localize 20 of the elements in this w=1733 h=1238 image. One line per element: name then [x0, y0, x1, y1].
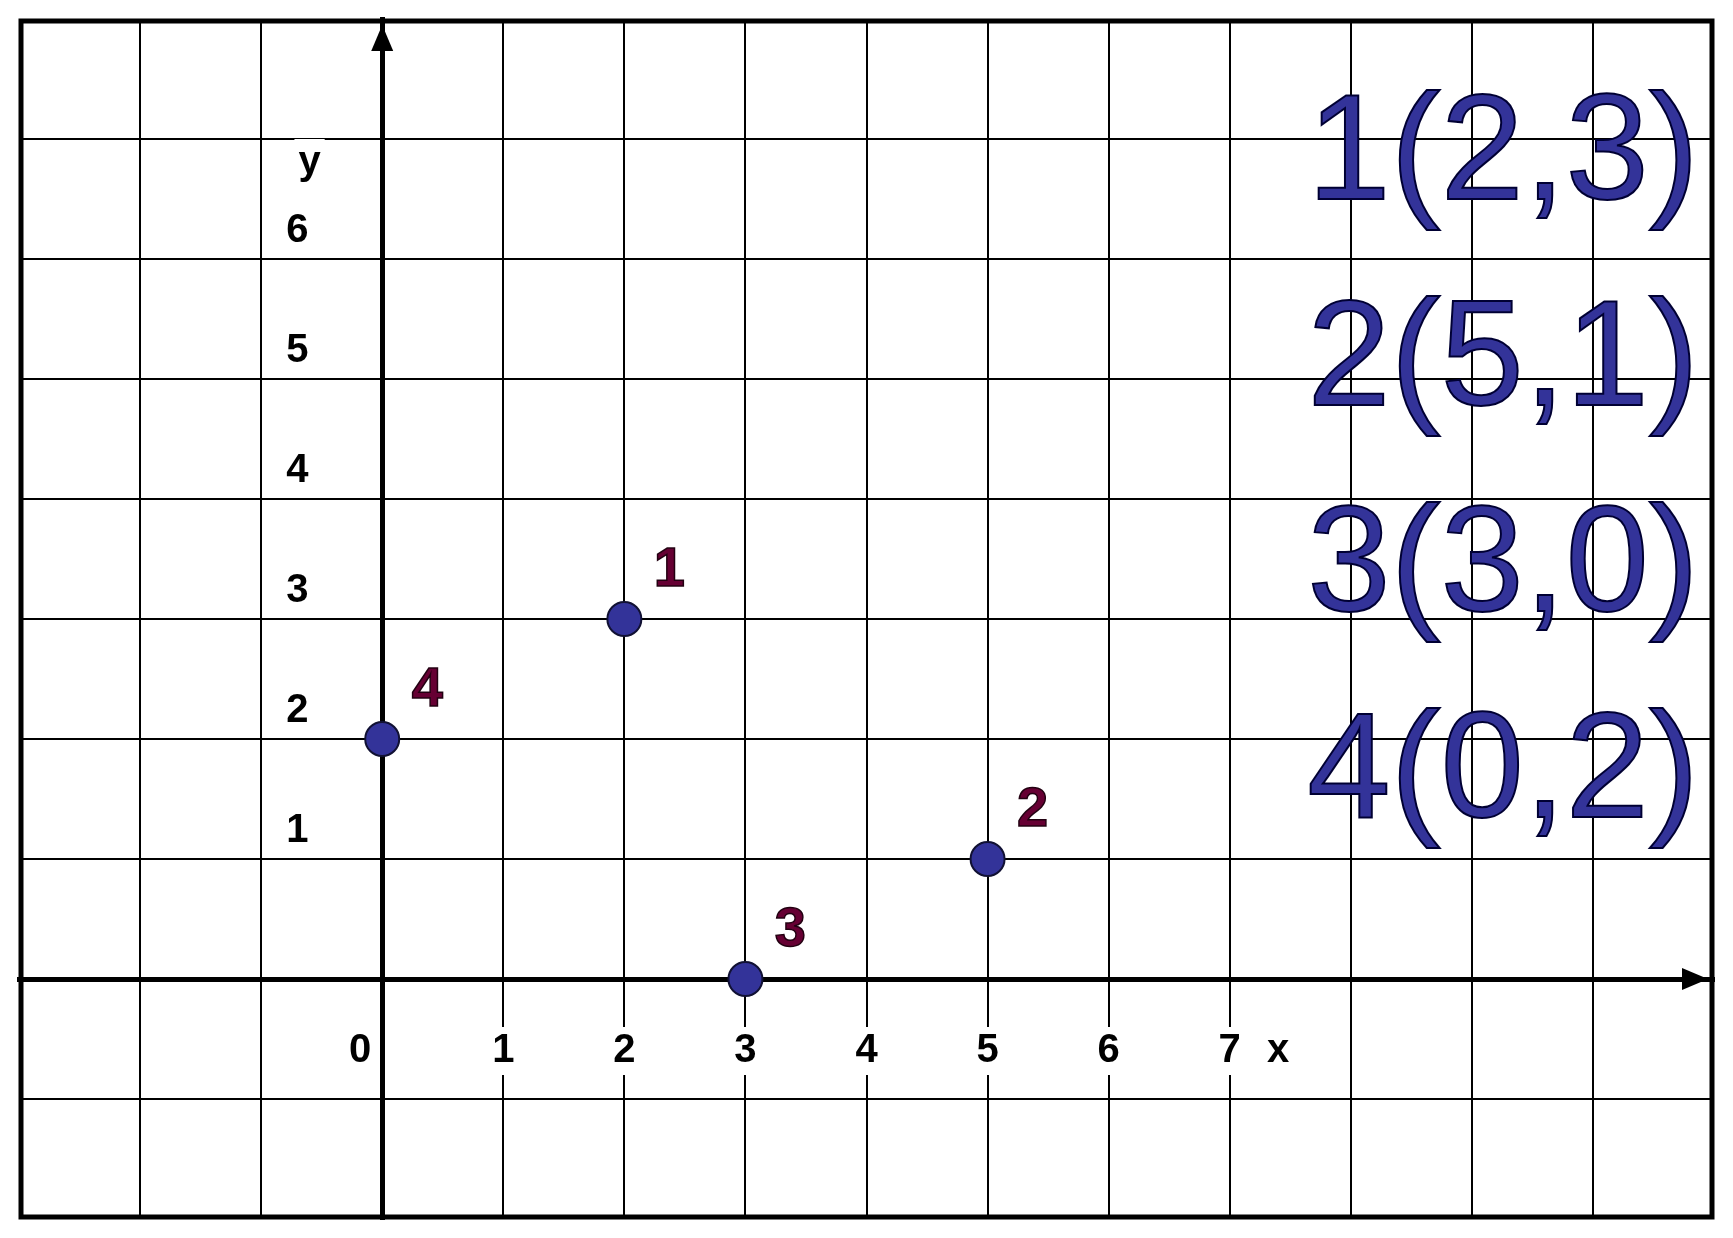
x-tick-label: 4 — [855, 1026, 879, 1071]
y-tick-label: 1 — [286, 806, 309, 851]
y-tick-label: 2 — [286, 686, 309, 731]
annotation: 2 — [1016, 775, 1049, 839]
annotation: 3 — [774, 895, 807, 959]
x-tick-label: 7 — [1218, 1026, 1241, 1071]
x-axis-title: x — [1267, 1026, 1290, 1071]
y-axis-title: y — [298, 138, 322, 183]
x-tick-label: 3 — [734, 1026, 757, 1071]
y-tick-label: 5 — [286, 326, 309, 371]
annotation: 1 — [653, 535, 685, 599]
y-tick-label: 4 — [286, 446, 310, 491]
annotation: 4 — [411, 655, 443, 719]
x-tick-label: 1 — [492, 1026, 515, 1071]
y-tick-label: 3 — [286, 566, 309, 611]
x-tick-label: 5 — [976, 1026, 999, 1071]
y-tick-label: 6 — [286, 206, 309, 251]
x-tick-label: 2 — [613, 1026, 636, 1071]
x-tick-label: 0 — [349, 1026, 372, 1071]
x-tick-label: 6 — [1097, 1026, 1120, 1071]
